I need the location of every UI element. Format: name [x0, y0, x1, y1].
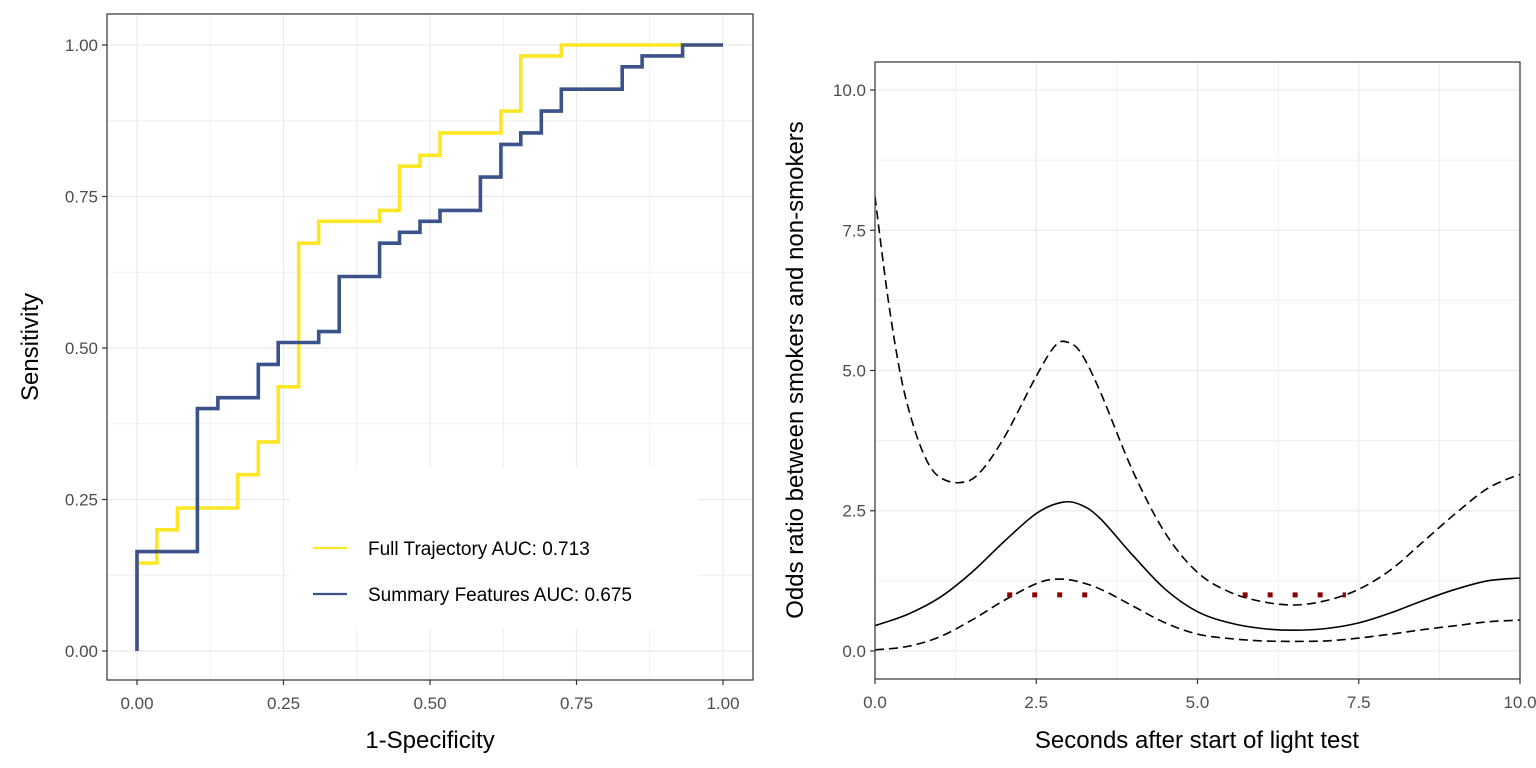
roc-x-axis-title: 1-Specificity — [365, 727, 494, 754]
roc-x-tick-label: 0.50 — [413, 694, 446, 713]
roc-x-tick-label: 1.00 — [706, 694, 739, 713]
roc-y-tick-label: 0.25 — [65, 491, 98, 510]
odds-ratio-chart: 0.0 2.5 5.0 7.5 10.0 0.0 2.5 5.0 7.5 10.0 Seconds… — [782, 61, 1536, 754]
odds-x-tick-label: 10.0 — [1503, 693, 1536, 712]
roc-x-tick-label: 0.75 — [560, 694, 593, 713]
roc-y-tick-label: 0.00 — [65, 642, 98, 661]
odds-y-tick-label: 5.0 — [842, 362, 866, 381]
odds-estimate-line — [875, 500, 1520, 632]
odds-y-axis-title: Odds ratio between smokers and non-smoke… — [782, 121, 809, 619]
odds-upper-bound-line — [875, 196, 1520, 606]
roc-chart: Full Trajectory AUC: 0.713 Summary Featur… — [17, 13, 754, 754]
roc-legend-label: Summary Features AUC: 0.675 — [368, 585, 632, 606]
odds-gridlines — [874, 62, 1521, 679]
odds-series — [875, 196, 1520, 651]
roc-y-tick-label: 0.75 — [65, 188, 98, 207]
roc-series-line-summary-features — [135, 43, 723, 651]
odds-x-tick-label: 0.0 — [863, 693, 887, 712]
roc-series — [135, 43, 723, 651]
roc-y-tick-label: 1.00 — [65, 36, 98, 55]
roc-axes: 0.00 0.25 0.50 0.75 1.00 0.00 0.25 0.50 0.75 1.00 — [65, 36, 740, 713]
odds-lower-bound-line — [875, 578, 1520, 651]
roc-legend: Full Trajectory AUC: 0.713 Summary Featur… — [290, 467, 698, 629]
odds-axes: 0.0 2.5 5.0 7.5 10.0 0.0 2.5 5.0 7.5 10.0 — [833, 81, 1536, 712]
roc-y-axis-title: Sensitivity — [17, 293, 44, 401]
odds-x-axis-title: Seconds after start of light test — [1035, 727, 1359, 754]
odds-y-tick-label: 10.0 — [833, 81, 866, 100]
roc-y-tick-label: 0.50 — [65, 339, 98, 358]
roc-x-tick-label: 0.00 — [120, 694, 153, 713]
roc-x-tick-label: 0.25 — [267, 694, 300, 713]
odds-y-tick-label: 7.5 — [842, 221, 866, 240]
roc-legend-background — [290, 467, 698, 629]
odds-y-tick-label: 0.0 — [842, 642, 866, 661]
odds-x-tick-label: 5.0 — [1186, 693, 1210, 712]
odds-y-tick-label: 2.5 — [842, 502, 866, 521]
odds-x-tick-label: 7.5 — [1347, 693, 1371, 712]
roc-legend-label: Full Trajectory AUC: 0.713 — [368, 539, 590, 560]
odds-x-tick-label: 2.5 — [1024, 693, 1048, 712]
roc-series-line-full-trajectory — [135, 43, 723, 651]
